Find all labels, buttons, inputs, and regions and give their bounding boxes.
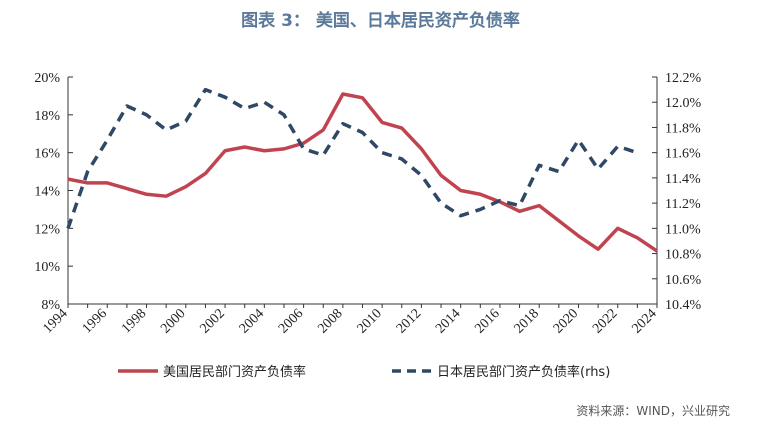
y-right-tick-label: 11.8% bbox=[665, 121, 701, 136]
x-tick-label: 2006 bbox=[276, 306, 306, 336]
y-right-tick-label: 11.4% bbox=[665, 172, 701, 187]
y-right-tick-label: 11.0% bbox=[665, 222, 701, 237]
x-tick-label: 2000 bbox=[158, 306, 188, 336]
y-left-tick-label: 18% bbox=[34, 109, 60, 124]
x-tick-label: 2016 bbox=[472, 306, 502, 336]
chart-title: 图表 3： 美国、日本居民资产负债率 bbox=[241, 11, 520, 31]
source-note: 资料来源：WIND，兴业研究 bbox=[576, 404, 730, 418]
y-right-tick-label: 10.4% bbox=[665, 298, 702, 313]
x-tick-label: 2018 bbox=[512, 306, 542, 336]
legend-label-jp: 日本居民部门资产负债率(rhs) bbox=[437, 364, 610, 380]
y-right-tick-label: 12.0% bbox=[665, 96, 702, 111]
x-tick-label: 2024 bbox=[629, 306, 659, 336]
y-left-tick-label: 10% bbox=[34, 260, 60, 275]
legend: 美国居民部门资产负债率 日本居民部门资产负债率(rhs) bbox=[118, 364, 610, 380]
x-tick-label: 2004 bbox=[237, 306, 267, 336]
y-right-tick-label: 10.6% bbox=[665, 273, 702, 288]
x-tick-label: 1998 bbox=[119, 306, 149, 336]
y-right-tick-label: 12.2% bbox=[665, 71, 702, 86]
series-line-us bbox=[67, 92, 658, 253]
x-tick-label: 1996 bbox=[80, 306, 110, 336]
y-left-tick-label: 20% bbox=[34, 71, 60, 86]
legend-label-us: 美国居民部门资产负债率 bbox=[163, 364, 306, 380]
y-left-tick-label: 14% bbox=[34, 185, 60, 200]
y-right-tick-label: 11.2% bbox=[665, 197, 701, 212]
y-left-tick-label: 16% bbox=[34, 147, 60, 162]
x-tick-label: 2008 bbox=[315, 306, 345, 336]
series-line-jp bbox=[66, 87, 638, 229]
x-tick-label: 2022 bbox=[590, 306, 620, 336]
x-tick-label: 2014 bbox=[433, 306, 463, 336]
x-tick-label: 2010 bbox=[355, 306, 385, 336]
y-right-tick-label: 11.6% bbox=[665, 147, 701, 162]
y-right-tick-label: 10.8% bbox=[665, 248, 702, 263]
x-tick-label: 2012 bbox=[394, 306, 424, 336]
x-tick-label: 2020 bbox=[551, 306, 581, 336]
x-tick-label: 2002 bbox=[197, 306, 227, 336]
y-left-tick-label: 8% bbox=[41, 298, 60, 313]
series-lines bbox=[66, 87, 658, 253]
y-left-tick-label: 12% bbox=[34, 222, 60, 237]
